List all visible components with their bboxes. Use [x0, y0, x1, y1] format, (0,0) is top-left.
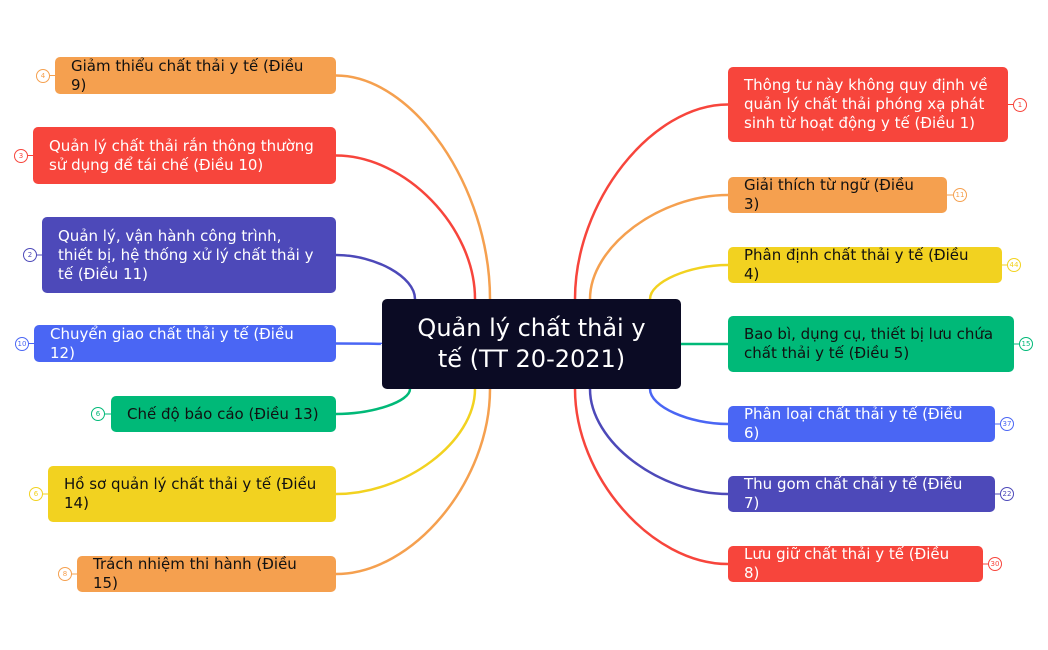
topic-node[interactable]: Thu gom chất chải y tế (Điều 7): [728, 475, 995, 512]
connector-line: [335, 74, 492, 300]
topic-node[interactable]: Thông tư này không quy định về quản lý c…: [728, 67, 1008, 142]
subtopic-count-badge[interactable]: 10: [15, 336, 29, 351]
subtopic-count-badge[interactable]: 11: [953, 188, 967, 202]
connector-line: [335, 388, 492, 576]
topic-node[interactable]: Phân loại chất thải y tế (Điều 6): [728, 405, 995, 442]
subtopic-count-badge[interactable]: 4: [36, 68, 50, 83]
topic-node[interactable]: Chế độ báo cáo (Điều 13): [111, 396, 336, 432]
topic-node[interactable]: Quản lý chất thải rắn thông thường sử dụ…: [33, 127, 336, 184]
subtopic-count-badge[interactable]: 6: [91, 407, 105, 421]
connector-line: [588, 193, 729, 300]
connector-line: [335, 253, 417, 300]
subtopic-count-badge[interactable]: 1: [1013, 97, 1027, 112]
topic-node[interactable]: Bao bì, dụng cụ, thiết bị lưu chứa chất …: [728, 316, 1014, 372]
connector-line: [573, 103, 729, 300]
subtopic-count-badge[interactable]: 15: [1019, 337, 1033, 351]
connector-line: [335, 154, 477, 300]
subtopic-count-badge[interactable]: 6: [29, 487, 43, 501]
subtopic-count-badge[interactable]: 2: [23, 248, 37, 262]
topic-node[interactable]: Quản lý, vận hành công trình, thiết bị, …: [42, 217, 336, 293]
topic-node[interactable]: Trách nhiệm thi hành (Điều 15): [77, 555, 336, 592]
topic-node[interactable]: Hồ sơ quản lý chất thải y tế (Điều 14): [48, 466, 336, 522]
subtopic-count-badge[interactable]: 3: [14, 148, 28, 163]
connector-line: [573, 388, 729, 566]
central-topic[interactable]: Quản lý chất thải y tế (TT 20-2021): [382, 299, 681, 389]
subtopic-count-badge[interactable]: 8: [58, 567, 72, 581]
topic-node[interactable]: Phân định chất thải y tế (Điều 4): [728, 246, 1002, 283]
topic-node[interactable]: Chuyển giao chất thải y tế (Điều 12): [34, 325, 336, 362]
connector-line: [335, 388, 477, 496]
connector-line: [335, 342, 384, 346]
connector-line: [648, 263, 729, 300]
subtopic-count-badge[interactable]: 44: [1007, 258, 1021, 272]
connector-line: [335, 388, 412, 416]
subtopic-count-badge[interactable]: 30: [988, 557, 1002, 571]
topic-node[interactable]: Lưu giữ chất thải y tế (Điều 8): [728, 545, 983, 582]
topic-node[interactable]: Giảm thiểu chất thải y tế (Điều 9): [55, 57, 336, 94]
connector-line: [588, 388, 729, 496]
connector-line: [648, 388, 729, 426]
subtopic-count-badge[interactable]: 22: [1000, 487, 1014, 501]
subtopic-count-badge[interactable]: 37: [1000, 417, 1014, 431]
topic-node[interactable]: Giải thích từ ngữ (Điều 3): [728, 176, 947, 213]
